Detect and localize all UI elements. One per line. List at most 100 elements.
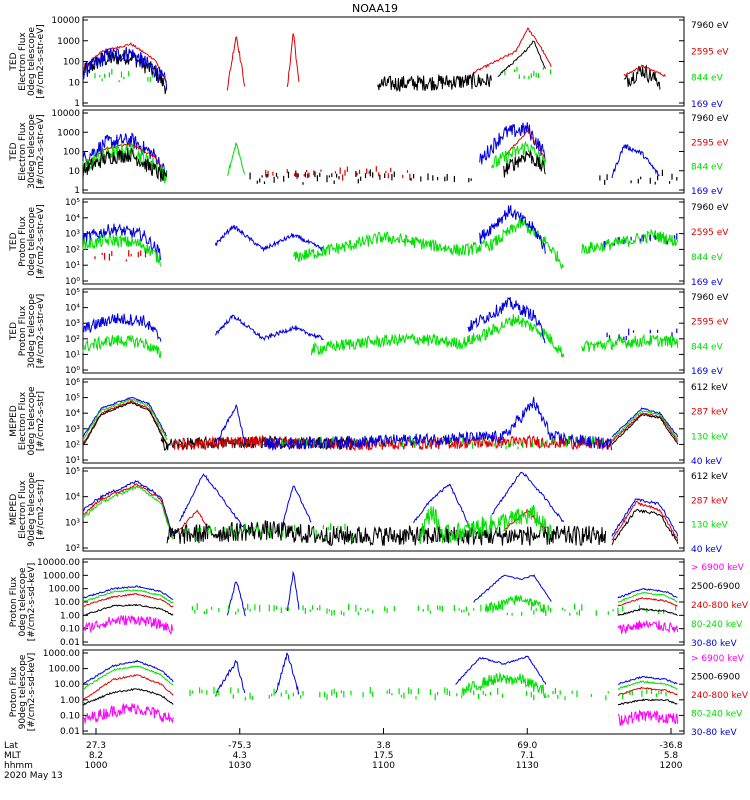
y-axis-label: 0deg telescope <box>27 27 37 97</box>
series-green-line <box>617 591 678 603</box>
series-green-line <box>292 217 565 270</box>
y-axis-label: TED <box>9 232 19 251</box>
series-blue-line <box>226 581 246 617</box>
series-blue-line <box>479 205 546 254</box>
legend-entry: 2500-6900 <box>691 582 740 592</box>
y-tick-label: 10³ <box>65 230 80 240</box>
series-red-line <box>172 434 613 452</box>
series-blue-line <box>82 480 174 537</box>
x-row-label: hhmm <box>4 761 33 771</box>
y-axis-label: TED <box>9 322 19 341</box>
y-axis-label: [#/cm2-s-str] <box>36 479 46 539</box>
legend-entry: 612 keV <box>691 472 728 482</box>
series-black-line <box>82 688 174 706</box>
series-green-line <box>82 665 174 690</box>
series-green-line <box>581 333 679 353</box>
x-tick-label: -36.8 <box>659 741 683 751</box>
y-tick-label: 100 <box>63 148 80 158</box>
x-tick-label: 1200 <box>660 761 683 771</box>
y-axis-label: 30deg telescope <box>27 293 37 368</box>
y-tick-label: 10⁰ <box>65 366 80 376</box>
x-tick-label: -75.3 <box>228 741 251 751</box>
legend-entry: 169 eV <box>691 278 724 288</box>
series-blue-line <box>455 655 547 685</box>
series-magenta-line <box>82 702 174 724</box>
y-tick-label: 0.10 <box>60 711 80 721</box>
series-red-line <box>82 674 174 700</box>
panel-5: 10⁶ 10⁵ 10⁴ 10³ 10² 10¹ MEPED Electron Flux 0deg… <box>9 378 728 467</box>
panel-3: 10⁵ 10⁴ 10³ 10² 10¹ 10⁰ TED Proton Flux 0deg tel… <box>9 198 729 288</box>
x-row-label: MLT <box>4 751 22 761</box>
series-black-line <box>497 40 546 78</box>
y-axis-label: 0deg telescope <box>27 386 37 456</box>
series-blue-line <box>82 313 162 342</box>
y-tick-label: 10.00 <box>54 680 80 690</box>
legend-entry: 7960 eV <box>691 21 729 31</box>
series-blue-line <box>479 122 546 165</box>
y-axis-label: Proton Flux <box>18 216 28 267</box>
series-red-line <box>617 596 678 607</box>
legend-entry: 80-240 keV <box>691 710 743 720</box>
y-axis-label: MEPED <box>9 494 19 526</box>
series-red-line <box>82 42 168 84</box>
series-blue-line <box>611 144 660 179</box>
legend-entry: 40 keV <box>691 457 723 467</box>
series-blue-line <box>617 675 678 685</box>
series-green-line <box>82 485 174 540</box>
y-tick-label: 10¹ <box>65 261 80 271</box>
series-green-line <box>617 680 678 690</box>
series-red-line <box>286 33 300 88</box>
legend-entry: 80-240 keV <box>691 620 743 630</box>
legend-entry: 7960 eV <box>691 293 729 303</box>
y-axis-label: 90deg telescope <box>18 654 28 729</box>
series-black-line <box>160 435 354 451</box>
panel-1: 10000 1000 100 10 1 TED Electron Flux 0deg tele… <box>9 16 729 110</box>
y-tick-label: 10³ <box>65 518 80 528</box>
series-green-line <box>82 233 162 267</box>
y-tick-label: 10¹ <box>65 456 80 466</box>
series-green-marks <box>183 523 353 541</box>
series-green-line <box>226 142 246 176</box>
series-red-line <box>82 593 174 608</box>
panel-frame <box>82 109 685 194</box>
y-tick-label: 1.00 <box>60 696 80 706</box>
y-axis-label: 0deg telescope <box>18 567 28 637</box>
y-tick-label: 1 <box>74 99 80 109</box>
y-axis-label: 30deg telescope <box>27 114 37 189</box>
series-red-line <box>503 129 546 160</box>
series-blue-line <box>178 473 246 531</box>
y-tick-label: 10 <box>69 78 81 88</box>
legend-entry: 2595 eV <box>691 138 729 148</box>
legend-entry: 240-800 keV <box>691 691 749 701</box>
series-green-line <box>461 671 546 699</box>
panel-2: 10000 1000 100 10 1 TED Electron Flux 30deg tel… <box>9 109 729 197</box>
series-blue-line <box>215 659 246 697</box>
legend-entry: 130 keV <box>691 432 728 442</box>
legend-entry: 2595 eV <box>691 318 729 328</box>
series-red-line <box>226 36 246 91</box>
y-tick-label: 10 <box>69 167 81 177</box>
y-tick-label: 10² <box>65 440 80 450</box>
series-black-line <box>617 607 678 616</box>
x-row-label: Lat <box>4 741 19 751</box>
y-tick-label: 10² <box>65 245 80 255</box>
series-green-marks <box>504 66 552 80</box>
legend-entry: 844 eV <box>691 74 724 84</box>
series-blue-line <box>82 47 168 90</box>
series-magenta-line <box>617 709 679 727</box>
series-blue-line <box>473 574 552 603</box>
legend-entry: 7960 eV <box>691 114 729 124</box>
series-red-line <box>178 509 210 531</box>
x-tick-label: 27.3 <box>86 741 106 751</box>
y-tick-label: 1000 <box>57 37 80 47</box>
legend-entry: 169 eV <box>691 187 724 197</box>
series-blue-line <box>611 498 679 537</box>
x-tick-label: 17.5 <box>373 751 393 761</box>
y-axis-label: 0deg telescope <box>27 207 37 277</box>
x-tick-label: 8.2 <box>89 751 103 761</box>
series-magenta-line <box>617 620 679 635</box>
series-blue-line <box>82 132 168 178</box>
legend-entry: 240-800 keV <box>691 601 749 611</box>
y-axis-label: Electron Flux <box>18 391 28 450</box>
legend-entry: 287 keV <box>691 408 728 418</box>
